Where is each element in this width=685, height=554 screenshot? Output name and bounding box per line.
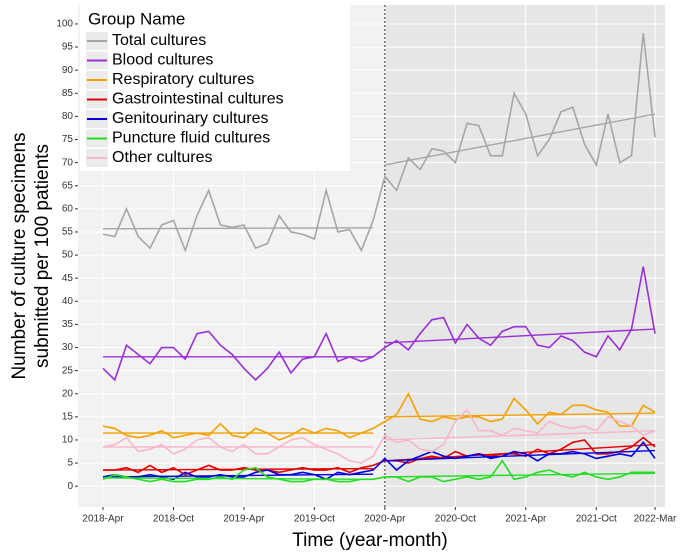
x-tick-label: 2018-Apr <box>82 514 124 525</box>
y-axis-title: Number of culture specimens <box>9 132 30 379</box>
y-tick-label: 10 <box>62 435 74 446</box>
y-tick-label: 25 <box>62 365 74 376</box>
trend-line <box>102 227 374 230</box>
y-tick-label: 100 <box>56 19 73 30</box>
x-tick-label: 2018-Oct <box>153 514 194 525</box>
series-line <box>102 408 656 464</box>
x-tick-label: 2019-Oct <box>294 514 335 525</box>
y-axis-title: submitted per 100 patients <box>32 144 53 368</box>
y-tick-label: 80 <box>62 111 74 122</box>
y-tick-label: 70 <box>62 157 74 168</box>
y-tick-label: 50 <box>62 250 74 261</box>
y-tick-label: 55 <box>62 227 74 238</box>
trend-line <box>102 467 374 471</box>
y-tick-label: 90 <box>62 65 74 76</box>
legend-title: Group Name <box>88 9 185 28</box>
y-tick-label: 5 <box>67 458 73 469</box>
trend-line <box>384 328 656 344</box>
x-axis-title: Time (year-month) <box>292 530 448 551</box>
trend-line <box>384 472 656 478</box>
trend-line <box>384 412 656 418</box>
trend-line <box>102 477 374 480</box>
x-tick-label: 2022-Mar <box>634 514 677 525</box>
y-tick-label: 85 <box>62 88 74 99</box>
x-tick-label: 2021-Apr <box>505 514 547 525</box>
y-tick-label: 95 <box>62 42 74 53</box>
x-tick-label: 2020-Apr <box>364 514 406 525</box>
y-tick-label: 0 <box>67 481 73 492</box>
y-tick-label: 75 <box>62 134 74 145</box>
series-line <box>102 266 656 382</box>
x-tick-label: 2019-Apr <box>223 514 265 525</box>
trend-line <box>384 113 656 166</box>
legend-label: Genitourinary cultures <box>112 110 269 127</box>
y-tick-label: 20 <box>62 388 74 399</box>
legend-label: Total cultures <box>112 32 206 49</box>
y-tick-label: 60 <box>62 203 74 214</box>
series-line <box>102 33 656 253</box>
y-tick-label: 35 <box>62 319 74 330</box>
legend-label: Other cultures <box>112 149 212 166</box>
y-tick-label: 15 <box>62 412 74 423</box>
trend-line <box>384 449 656 462</box>
legend: Group Name Total cultures Blood cultures Re… <box>80 5 350 171</box>
trend-line <box>384 430 656 441</box>
y-tick-label: 40 <box>62 296 74 307</box>
series-line <box>103 436 656 476</box>
y-tick-label: 65 <box>62 180 74 191</box>
legend-label: Respiratory cultures <box>112 71 254 88</box>
legend-label: Puncture fluid cultures <box>112 130 270 147</box>
y-tick-label: 45 <box>62 273 74 284</box>
y-tick-label: 30 <box>62 342 74 353</box>
legend-label: Gastrointestinal cultures <box>112 91 284 108</box>
x-tick-label: 2020-Oct <box>435 514 476 525</box>
legend-label: Blood cultures <box>112 52 213 69</box>
x-tick-label: 2021-Oct <box>576 514 617 525</box>
legend-box <box>80 5 350 171</box>
